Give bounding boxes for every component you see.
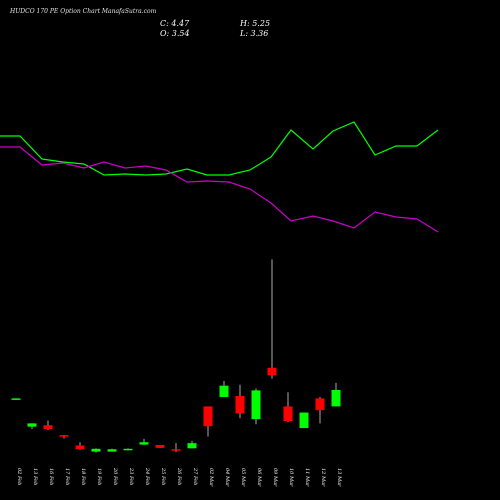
candle-body — [107, 449, 117, 452]
candle — [139, 438, 149, 446]
candle — [251, 388, 261, 425]
candle-body — [251, 390, 261, 420]
low-value: L: 3.36 — [240, 29, 269, 38]
candle — [155, 445, 165, 448]
x-tick-label: 05 Mar — [240, 468, 246, 487]
x-tick-label: 18 Feb — [80, 468, 86, 485]
x-tick-label: 06 Mar — [256, 468, 262, 487]
candle — [75, 442, 85, 450]
x-tick-label: 11 Mar — [304, 468, 310, 487]
candle-body — [219, 385, 229, 397]
x-tick-label: 20 Feb — [112, 467, 118, 485]
candle — [187, 440, 197, 449]
candle — [315, 396, 325, 424]
indicator-line-1 — [0, 121, 439, 176]
indicator-line-2 — [0, 146, 439, 233]
candle — [171, 443, 181, 453]
candle-body — [43, 425, 53, 430]
candle — [107, 448, 117, 452]
x-tick-label: 27 Feb — [192, 467, 198, 485]
x-tick-label: 02 Feb — [16, 468, 22, 485]
candle-body — [171, 449, 181, 451]
chart-title: HUDCO 170 PE Option Chart ManafaSutra.co… — [10, 8, 157, 15]
close-value: C: 4.47 — [160, 19, 190, 28]
candle-body — [155, 445, 165, 448]
candle — [203, 406, 213, 437]
candle — [267, 259, 277, 379]
x-tick-label: 02 Mar — [208, 468, 214, 487]
candle — [219, 380, 229, 397]
candle-body — [75, 445, 85, 450]
candle — [299, 412, 309, 429]
open-value: O: 3.54 — [160, 29, 190, 38]
candle-body — [315, 398, 325, 411]
candle — [235, 384, 245, 419]
x-tick-label: 25 Feb — [160, 467, 166, 485]
x-tick-label: 17 Feb — [64, 468, 70, 485]
candle-body — [187, 443, 197, 449]
x-tick-label: 23 Feb — [128, 467, 134, 485]
x-tick-label: 19 Feb — [96, 468, 102, 485]
x-tick-label: 09 Mar — [272, 468, 278, 487]
candle-body — [267, 367, 277, 376]
candle — [91, 448, 101, 453]
candle — [59, 435, 69, 439]
x-tick-label: 12 Mar — [320, 468, 326, 487]
candle-body — [59, 435, 69, 437]
x-tick-label: 13 Feb — [32, 468, 38, 485]
candle-body — [203, 406, 213, 427]
candle — [27, 423, 37, 430]
candle-body — [139, 442, 149, 445]
x-tick-label: 10 Mar — [288, 468, 294, 487]
candle-body — [331, 389, 341, 407]
candle-body — [235, 396, 245, 414]
candle — [11, 398, 21, 400]
candle — [283, 392, 293, 422]
candle-body — [11, 398, 21, 400]
high-value: H: 5.25 — [240, 19, 271, 28]
x-tick-label: 26 Feb — [176, 467, 182, 485]
x-tick-label: 13 Mar — [336, 468, 342, 487]
x-tick-label: 16 Feb — [48, 468, 54, 485]
x-tick-label: 04 Mar — [224, 468, 230, 487]
candle-body — [283, 406, 293, 422]
candle-body — [27, 423, 37, 427]
candle — [331, 382, 341, 407]
candle-body — [123, 448, 133, 451]
candle-body — [299, 412, 309, 429]
candle-body — [91, 448, 101, 452]
candle — [123, 448, 133, 451]
candle — [43, 420, 53, 430]
x-tick-label: 24 Feb — [144, 467, 150, 485]
